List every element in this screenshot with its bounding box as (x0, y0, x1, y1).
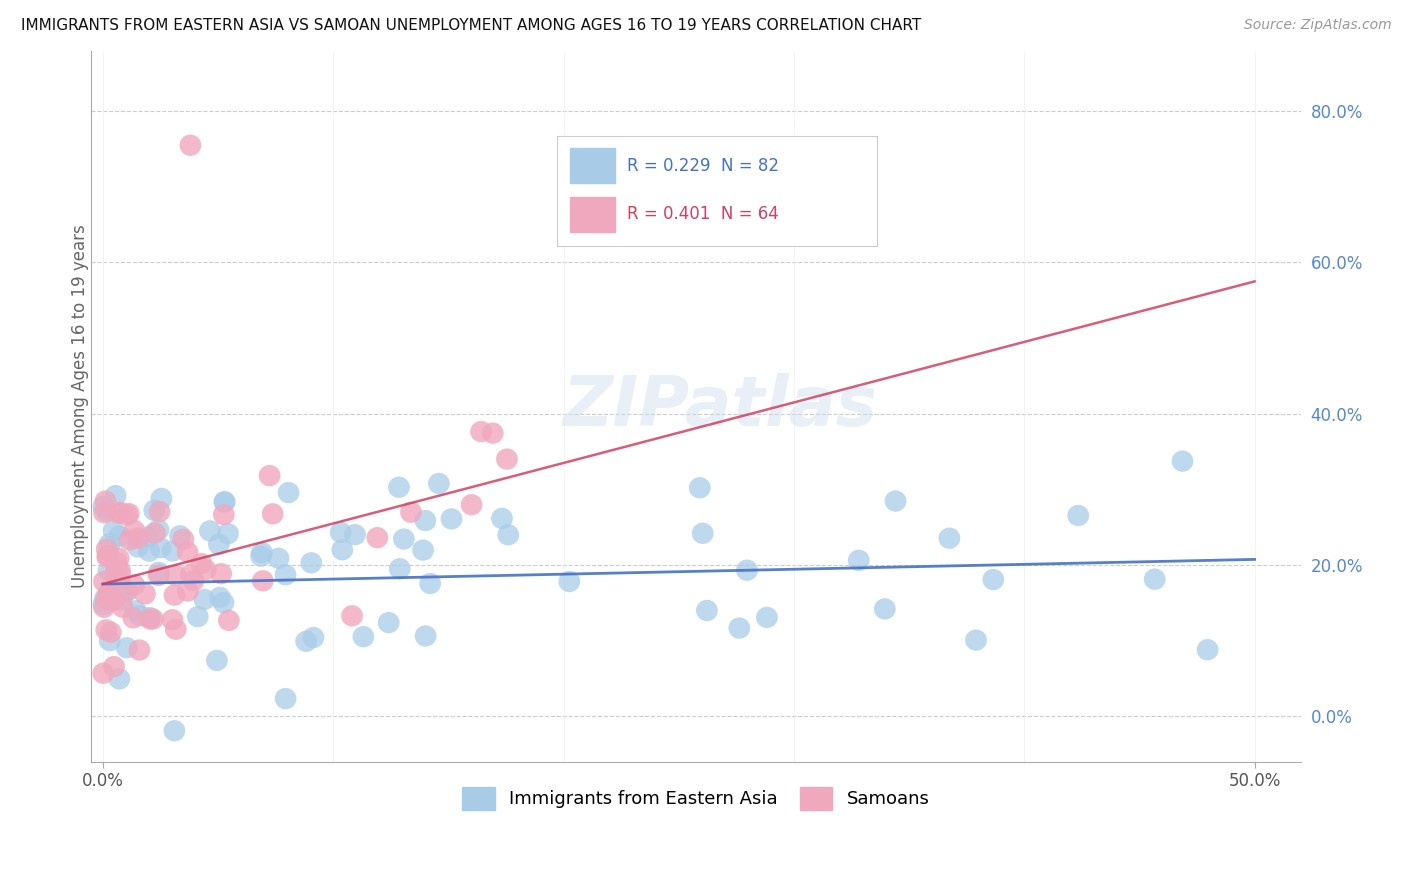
Text: Source: ZipAtlas.com: Source: ZipAtlas.com (1244, 18, 1392, 32)
Y-axis label: Unemployment Among Ages 16 to 19 years: Unemployment Among Ages 16 to 19 years (72, 225, 89, 588)
Text: IMMIGRANTS FROM EASTERN ASIA VS SAMOAN UNEMPLOYMENT AMONG AGES 16 TO 19 YEARS CO: IMMIGRANTS FROM EASTERN ASIA VS SAMOAN U… (21, 18, 921, 33)
Legend: Immigrants from Eastern Asia, Samoans: Immigrants from Eastern Asia, Samoans (456, 780, 936, 817)
Text: ZIPatlas: ZIPatlas (562, 373, 877, 440)
